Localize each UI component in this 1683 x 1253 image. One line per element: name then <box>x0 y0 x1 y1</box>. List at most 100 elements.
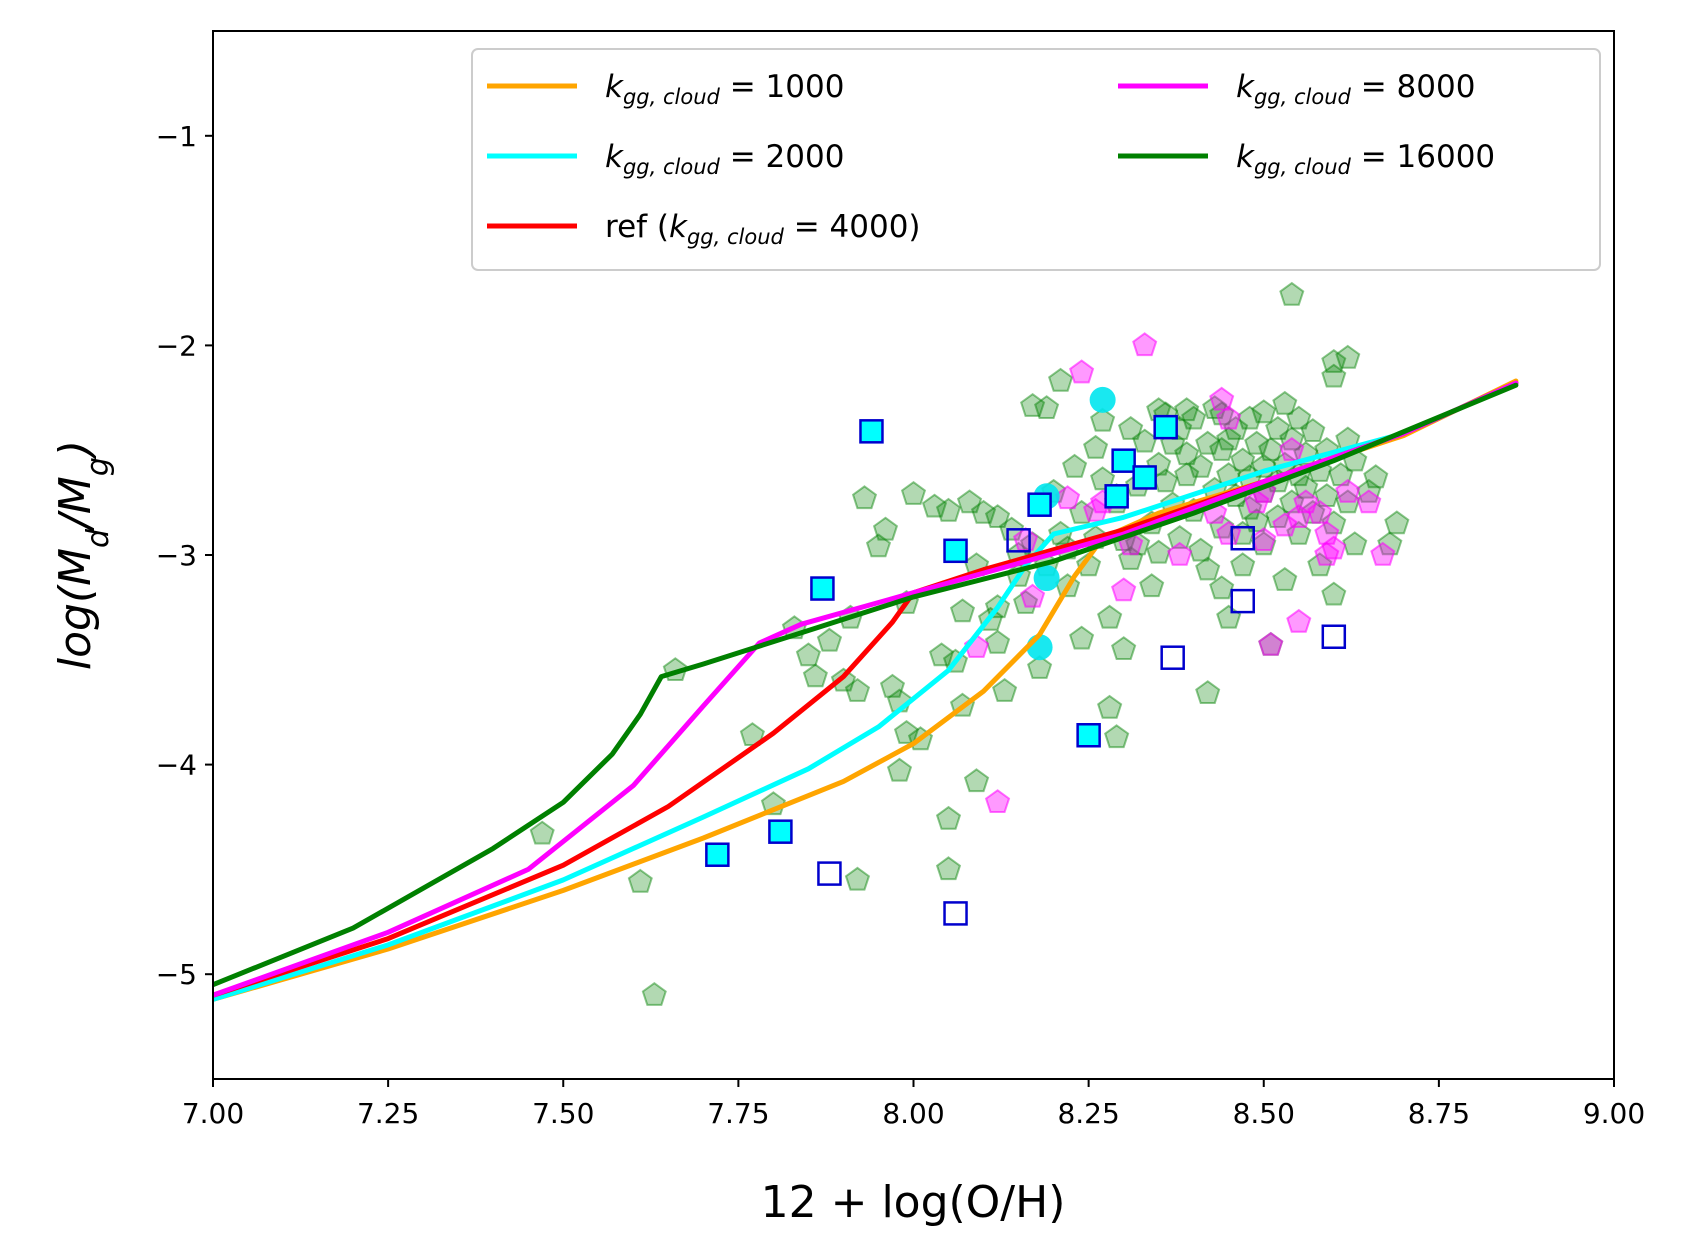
point-green-pentagons <box>1020 392 1046 417</box>
y-tick-label: −3 <box>156 539 197 572</box>
legend-box <box>471 48 1601 271</box>
point-green-pentagons <box>1188 453 1214 478</box>
point-green-pentagons <box>1342 531 1368 556</box>
point-green-pentagons <box>816 627 843 652</box>
point-green-pentagons <box>935 856 962 881</box>
point-magenta-pentagons <box>1279 436 1305 461</box>
point-green-pentagons <box>1181 405 1207 430</box>
point-blue-open-squares <box>1006 528 1031 553</box>
point-green-pentagons <box>851 485 878 510</box>
point-green-pentagons <box>1076 552 1102 577</box>
point-cyan-filled-squares <box>1132 465 1157 490</box>
point-magenta-pentagons <box>984 789 1011 813</box>
point-green-pentagons <box>1090 407 1116 432</box>
point-green-pentagons <box>1118 415 1144 440</box>
point-green-pentagons <box>1090 466 1116 491</box>
point-blue-open-squares <box>817 861 842 886</box>
point-magenta-pentagons <box>1272 512 1298 537</box>
point-green-pentagons <box>1188 537 1214 562</box>
point-green-pentagons <box>1258 436 1284 461</box>
point-green-pentagons <box>1097 604 1123 629</box>
point-cyan-filled-squares <box>768 819 793 844</box>
point-green-pentagons <box>984 504 1011 528</box>
point-magenta-pentagons <box>1167 541 1193 566</box>
x-tick-label: 8.75 <box>1408 1097 1470 1130</box>
point-green-pentagons <box>1083 434 1109 459</box>
legend: kgg, cloud = 1000 kgg, cloud = 2000 ref … <box>471 48 1601 271</box>
point-cyan-filled-circles <box>1089 386 1116 413</box>
point-cyan-filled-circles <box>1033 565 1060 592</box>
point-green-pentagons <box>1174 462 1200 487</box>
x-tick-label: 7.50 <box>532 1097 594 1130</box>
point-green-pentagons <box>1265 504 1291 528</box>
legend-label-ref: ref (kgg, cloud = 4000) <box>605 209 921 249</box>
series-line-16000 <box>213 382 1519 988</box>
y-tick-label: −5 <box>156 958 197 991</box>
point-green-pentagons <box>627 868 653 893</box>
point-green-pentagons <box>921 493 948 518</box>
point-green-pentagons <box>935 805 962 830</box>
point-green-pentagons <box>963 768 990 793</box>
point-blue-open-squares <box>1160 645 1185 670</box>
point-green-pentagons <box>1230 447 1256 472</box>
lines-layer <box>213 378 1519 1002</box>
point-green-pentagons <box>1111 636 1137 660</box>
point-cyan-filled-squares <box>1104 484 1129 509</box>
x-axis: 7.00 7.25 7.50 7.75 8.00 8.25 8.50 8.75 9.00 <box>182 1079 1645 1130</box>
y-tick-label: −1 <box>156 120 197 153</box>
x-tick-label: 9.00 <box>1583 1097 1645 1130</box>
point-green-pentagons <box>1321 348 1347 373</box>
point-blue-open-squares <box>1321 624 1347 649</box>
point-green-pentagons <box>935 497 962 522</box>
point-green-pentagons <box>886 757 913 782</box>
point-cyan-filled-squares <box>705 842 730 867</box>
point-magenta-pentagons <box>1216 405 1242 430</box>
point-green-pentagons <box>1062 453 1088 478</box>
point-green-pentagons <box>844 866 871 891</box>
point-green-pentagons <box>1321 581 1347 606</box>
point-green-pentagons <box>529 820 555 845</box>
point-green-pentagons <box>1167 524 1193 549</box>
point-green-pentagons <box>1300 418 1326 442</box>
point-green-pentagons <box>1069 625 1095 650</box>
point-green-pentagons <box>795 642 821 667</box>
point-green-pentagons <box>865 533 892 558</box>
point-green-pentagons <box>1209 575 1235 600</box>
legend-label-1000: kgg, cloud = 1000 <box>605 69 844 109</box>
point-magenta-pentagons <box>1307 499 1333 524</box>
point-magenta-pentagons <box>1258 631 1284 656</box>
point-green-pentagons <box>1195 556 1221 581</box>
point-green-pentagons <box>1048 367 1074 392</box>
series-line-8000 <box>213 380 1519 998</box>
point-green-pentagons <box>1195 430 1221 455</box>
point-green-pentagons <box>970 499 997 524</box>
point-green-pentagons <box>1244 430 1270 455</box>
point-green-pentagons <box>949 598 976 623</box>
point-green-pentagons <box>1118 545 1144 570</box>
legend-label-8000: kgg, cloud = 8000 <box>1236 69 1475 109</box>
point-green-pentagons <box>1265 415 1291 440</box>
x-tick-label: 8.25 <box>1057 1097 1119 1130</box>
x-tick-label: 7.00 <box>182 1097 244 1130</box>
point-cyan-filled-squares <box>859 419 884 444</box>
point-blue-open-squares <box>1230 525 1255 551</box>
point-green-pentagons <box>900 480 927 505</box>
point-green-pentagons <box>1104 724 1130 749</box>
point-green-pentagons <box>1097 694 1123 719</box>
point-green-pentagons <box>1209 436 1235 461</box>
point-magenta-pentagons <box>1370 541 1396 566</box>
point-green-pentagons <box>641 981 667 1006</box>
legend-label-16000: kgg, cloud = 16000 <box>1236 139 1495 179</box>
point-magenta-pentagons <box>1356 489 1382 514</box>
point-green-pentagons <box>1377 531 1403 556</box>
y-tick-label: −4 <box>156 749 197 782</box>
point-green-pentagons <box>1216 426 1242 451</box>
x-tick-label: 8.00 <box>882 1097 944 1130</box>
point-magenta-pentagons <box>1314 541 1340 566</box>
point-green-pentagons <box>1174 397 1200 422</box>
point-green-pentagons <box>1363 464 1389 489</box>
point-green-pentagons <box>1244 508 1270 533</box>
point-green-pentagons <box>1279 281 1305 306</box>
point-green-pentagons <box>1335 344 1361 369</box>
